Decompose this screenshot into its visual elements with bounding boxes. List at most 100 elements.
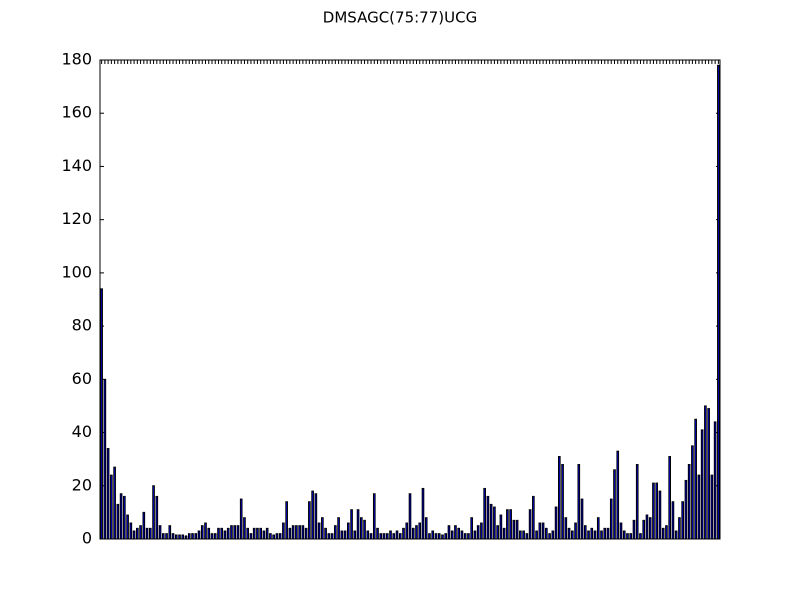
bar [330, 533, 334, 540]
bar [123, 495, 126, 540]
bar [347, 522, 350, 540]
bar [642, 519, 646, 540]
bar [314, 493, 318, 540]
bar [343, 530, 347, 540]
bar [583, 525, 587, 540]
bar [512, 519, 516, 540]
bar [558, 456, 561, 540]
y-tick-label: 180 [61, 50, 92, 69]
bar [658, 490, 662, 540]
bar [684, 479, 688, 540]
bar [282, 522, 285, 540]
bar [321, 517, 324, 540]
bar [577, 463, 581, 540]
y-tick-label: 120 [61, 209, 92, 228]
bar [379, 533, 383, 540]
bar [197, 530, 201, 540]
bar [161, 533, 165, 540]
bar [171, 533, 175, 540]
bar [106, 448, 110, 540]
bar [213, 533, 217, 540]
bar [249, 533, 253, 540]
bar [532, 495, 535, 540]
bar [194, 533, 198, 540]
bar [152, 485, 155, 540]
bar [158, 525, 162, 540]
bar [671, 501, 675, 540]
bar [467, 533, 470, 540]
bar [340, 530, 344, 540]
bar [593, 530, 597, 540]
bar [139, 525, 142, 540]
bar [168, 525, 172, 540]
bar [655, 482, 659, 540]
bar [415, 525, 418, 540]
bar [486, 495, 490, 540]
bar [256, 527, 259, 540]
y-tick-label: 160 [61, 103, 92, 122]
bar [392, 533, 396, 540]
bar [382, 533, 386, 540]
bar [285, 501, 288, 540]
bar [308, 501, 311, 540]
bar [178, 534, 181, 540]
bar [470, 517, 473, 540]
bar [590, 527, 594, 540]
bar [528, 509, 532, 540]
y-tick-label: 0 [82, 529, 92, 548]
bar [126, 514, 129, 540]
bar [269, 533, 272, 540]
y-tick-label: 60 [72, 369, 92, 388]
bar [704, 405, 707, 540]
bar [648, 517, 652, 540]
bar [463, 533, 467, 540]
bar [262, 530, 266, 540]
bar [700, 429, 704, 540]
bar [278, 533, 282, 540]
bar [525, 533, 529, 540]
bar [645, 514, 649, 540]
bar [609, 498, 613, 540]
bar [327, 533, 331, 540]
bar [363, 519, 366, 540]
bar [596, 517, 600, 540]
bar [509, 509, 512, 540]
bar [402, 527, 405, 540]
bar [538, 522, 542, 540]
bar [334, 525, 337, 540]
bar [691, 445, 694, 540]
bar [376, 527, 379, 540]
bar [574, 522, 577, 540]
bar [100, 288, 103, 540]
bar [551, 530, 555, 540]
bar [717, 64, 720, 540]
bar [626, 533, 629, 540]
bar [713, 421, 717, 540]
bar [480, 522, 483, 540]
chart-title: DMSAGC(75:77)UCG [323, 9, 477, 27]
bar [275, 533, 279, 540]
bar [243, 517, 246, 540]
bar [506, 509, 509, 540]
bar [431, 530, 435, 540]
y-tick-label: 80 [72, 316, 92, 335]
bar [707, 408, 710, 540]
bar [600, 530, 603, 540]
bar [418, 522, 422, 540]
plot-frame [99, 59, 721, 540]
bar [207, 527, 211, 540]
bar [288, 527, 292, 540]
bar [545, 527, 548, 540]
bar [226, 527, 230, 540]
bar [483, 487, 486, 540]
bar [385, 533, 389, 540]
bar [457, 527, 461, 540]
bar [408, 493, 412, 540]
bar [324, 527, 327, 540]
bar [181, 534, 185, 540]
bar [444, 533, 448, 540]
bar [298, 525, 301, 540]
bar [129, 522, 133, 540]
bar [155, 495, 159, 540]
